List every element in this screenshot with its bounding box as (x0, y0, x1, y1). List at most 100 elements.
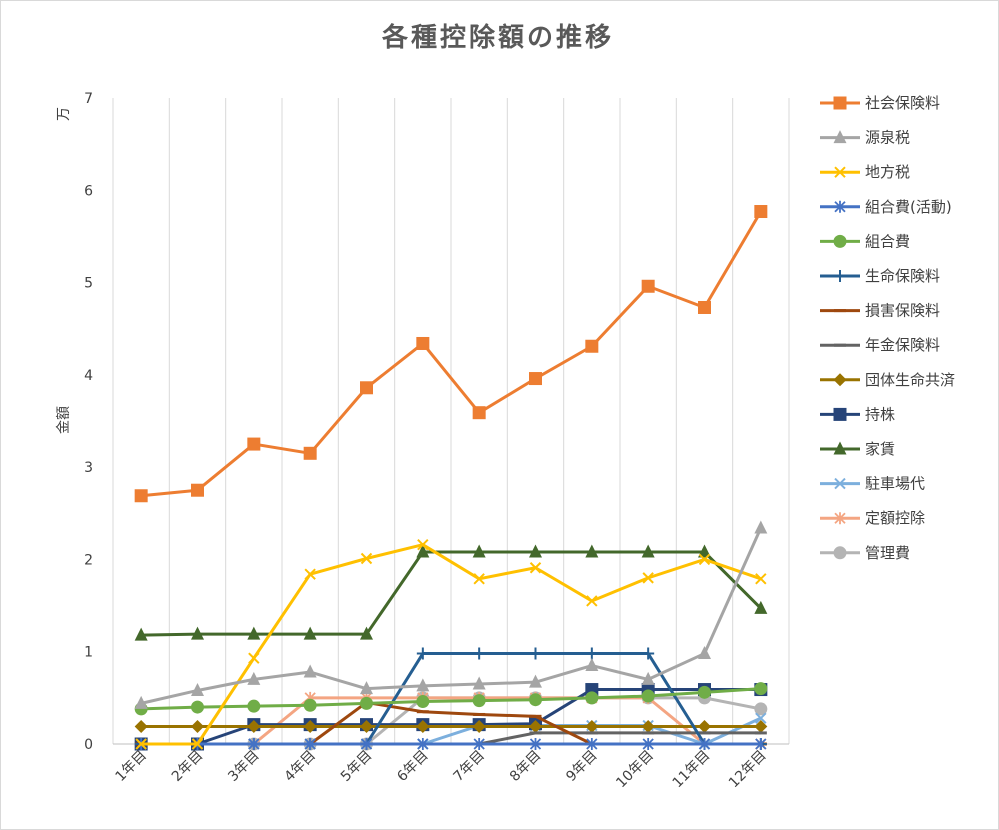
data-point (529, 738, 542, 750)
data-point (191, 682, 204, 696)
legend-marker (833, 407, 847, 421)
data-point (472, 694, 486, 708)
data-point (360, 719, 373, 733)
data-point (529, 693, 542, 707)
data-point (698, 685, 711, 699)
legend-item: 組合費(活動) (820, 198, 952, 216)
legend-item: 地方税 (820, 163, 910, 181)
data-point (472, 676, 486, 690)
legend-item: 管理費 (820, 544, 910, 562)
data-point (585, 339, 599, 353)
legend-item: 定額控除 (820, 509, 925, 527)
data-point (754, 682, 768, 696)
data-point (360, 552, 373, 565)
series-line (141, 687, 761, 711)
data-point (641, 279, 655, 293)
y-tick-label: 0 (84, 737, 93, 753)
data-point (642, 572, 654, 584)
legend-label: 家賃 (865, 440, 895, 458)
legend-label: 年金保険料 (865, 336, 940, 354)
series-line (141, 550, 762, 637)
data-point (248, 738, 260, 750)
y-tick-label: 3 (84, 460, 93, 476)
data-point (698, 719, 711, 733)
legend-label: 組合費(活動) (865, 198, 952, 216)
legend-item: 損害保険料 (820, 302, 940, 320)
data-point (641, 719, 655, 733)
y-axis-ticks: 0 1 2 3 4 5 6 7 (84, 91, 93, 753)
data-point (248, 652, 260, 664)
data-point (360, 681, 373, 695)
legend-item: 持株 (820, 405, 895, 423)
series-9 (134, 719, 768, 733)
data-point (698, 544, 711, 558)
chart-title: 各種控除額の推移 (381, 22, 614, 53)
legend-marker (834, 270, 846, 282)
data-point (698, 553, 711, 566)
legend-label: 社会保険料 (865, 94, 940, 112)
series-lines (134, 205, 768, 751)
data-point (585, 647, 598, 660)
data-point (529, 544, 542, 558)
data-point (303, 719, 317, 733)
data-point (472, 406, 486, 420)
data-point (417, 538, 429, 551)
data-point (473, 573, 485, 585)
data-point (416, 647, 429, 660)
legend-marker (833, 96, 847, 110)
data-point (754, 702, 768, 716)
legend-label: 組合費 (865, 232, 910, 250)
legend-item: 団体生命共済 (820, 371, 955, 389)
data-point (304, 568, 316, 580)
legend-marker (833, 373, 847, 387)
legend-label: 地方税 (865, 163, 910, 181)
data-point (754, 205, 768, 219)
y-axis-label: 金額 (56, 406, 72, 434)
data-point (304, 738, 316, 750)
data-point (303, 664, 317, 678)
data-point (416, 695, 430, 709)
legend-marker (834, 166, 846, 178)
data-point (247, 671, 261, 685)
data-point (247, 437, 261, 451)
legend-item: 家賃 (820, 440, 895, 458)
legend-marker (833, 441, 847, 455)
data-point (698, 300, 711, 314)
data-point (360, 696, 373, 710)
data-point (473, 647, 486, 660)
data-point (303, 698, 317, 712)
data-point (754, 600, 768, 614)
legend-label: 駐車場代 (865, 475, 925, 493)
data-point (755, 712, 767, 724)
series-2 (134, 520, 768, 709)
legend-marker (834, 477, 846, 490)
series-line (140, 527, 763, 705)
data-point (360, 381, 373, 395)
data-point (529, 372, 542, 386)
legend-item: 源泉税 (820, 129, 910, 147)
data-point (360, 626, 373, 640)
data-point (247, 699, 261, 713)
legend-marker (833, 546, 847, 560)
legend-label: 団体生命共済 (865, 371, 955, 389)
data-point (134, 695, 148, 709)
series-1 (134, 205, 768, 503)
data-point (698, 738, 711, 750)
data-point (585, 544, 599, 558)
data-point (585, 658, 599, 672)
y-tick-label: 7 (84, 91, 93, 107)
data-point (529, 674, 542, 688)
data-point (754, 520, 768, 534)
legend-marker (834, 200, 846, 213)
data-point (191, 483, 204, 497)
data-point (642, 647, 655, 660)
series-11 (134, 544, 768, 641)
data-point (416, 678, 430, 692)
legend-item: 年金保険料 (820, 336, 940, 354)
data-point (585, 691, 599, 705)
data-point (303, 626, 317, 640)
legend-label: 損害保険料 (865, 302, 940, 320)
